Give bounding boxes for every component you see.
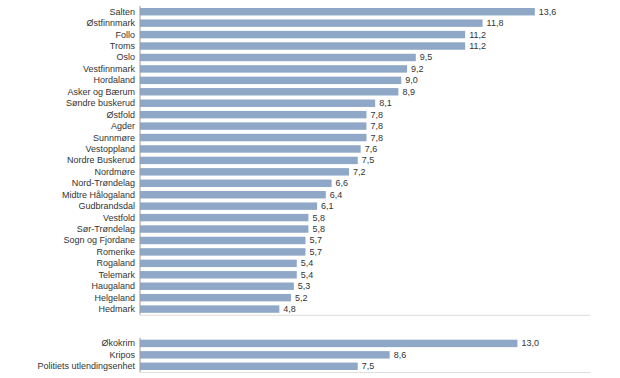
bar: [140, 111, 366, 118]
tick-label: Søndre buskerud: [66, 98, 135, 108]
bar: [140, 77, 401, 84]
tick-label: Rogaland: [96, 258, 135, 268]
bar: [140, 283, 294, 290]
data-label: 5,7: [309, 235, 322, 245]
tick-label: Follo: [115, 30, 135, 40]
tick-label: Helgeland: [94, 293, 135, 303]
tick-label: Politiets utlendingsenhet: [37, 361, 135, 371]
bar: [140, 88, 398, 95]
tick-label: Vestfinnmark: [83, 64, 136, 74]
data-label: 7,5: [362, 361, 375, 371]
data-label: 5,8: [312, 224, 325, 234]
data-label: 11,2: [469, 41, 486, 51]
bar: [140, 8, 535, 15]
data-label: 6,1: [321, 201, 334, 211]
data-label: 4,8: [283, 304, 296, 314]
axis-line: [140, 338, 141, 372]
tick-label: Romerike: [96, 247, 135, 257]
bar: [140, 225, 308, 232]
bar-panel: Salten 13,6 Østfinnmark 11,8 Follo 11,2 Troms 1…: [62, 6, 590, 315]
range-line: [140, 315, 590, 316]
tick-label: Telemark: [98, 270, 135, 280]
data-label: 9,0: [405, 75, 418, 85]
tick-label: Agder: [111, 121, 135, 131]
bar: [140, 134, 366, 141]
tick-label: Asker og Bærum: [67, 87, 135, 97]
bar: [140, 157, 358, 164]
data-label: 7,8: [370, 110, 383, 120]
data-label: 13,0: [521, 338, 539, 348]
data-label: 9,5: [420, 52, 433, 62]
data-label: 11,2: [469, 30, 486, 40]
tick-label: Østfinnmark: [86, 18, 135, 28]
data-label: 11,8: [487, 18, 504, 28]
bar: [140, 168, 349, 175]
data-label: 5,2: [295, 293, 308, 303]
tick-label: Østfold: [106, 110, 135, 120]
tick-label: Vestoppland: [85, 144, 135, 154]
bar: [140, 248, 305, 255]
tick-label: Sunnmøre: [93, 133, 135, 143]
range-line: [140, 372, 590, 373]
bars: [140, 8, 535, 313]
bar: [140, 31, 465, 38]
tick-label: Midtre Hålogaland: [62, 190, 135, 200]
tick-label: Hedmark: [98, 304, 135, 314]
bar: [140, 271, 297, 278]
chart: Salten 13,6 Østfinnmark 11,8 Follo 11,2 Troms 1…: [0, 0, 620, 378]
bar: [140, 191, 326, 198]
tick-label: Nordre Buskerud: [67, 155, 135, 165]
data-label: 5,4: [301, 258, 314, 268]
bar: [140, 100, 375, 107]
tick-label: Sør-Trøndelag: [77, 224, 135, 234]
tick-label: Gudbrandsdal: [78, 201, 135, 211]
tick-label: Troms: [110, 41, 136, 51]
data-label: 8,6: [394, 350, 407, 360]
data-label: 7,5: [362, 155, 375, 165]
bar: [140, 363, 358, 370]
axis-line: [140, 6, 141, 315]
data-label: 6,4: [330, 190, 343, 200]
data-label: 7,2: [353, 167, 366, 177]
tick-label: Kripos: [109, 350, 135, 360]
tick-label: Salten: [109, 7, 135, 17]
data-label: 8,1: [379, 98, 392, 108]
data-label: 13,6: [539, 7, 557, 17]
data-label: 9,2: [411, 64, 424, 74]
bar: [140, 42, 465, 49]
tick-label: Sogn og Fjordane: [63, 235, 135, 245]
tick-label: Hordaland: [93, 75, 135, 85]
data-label: 7,8: [370, 133, 383, 143]
bar: [140, 54, 416, 61]
tick-label: Vestfold: [103, 213, 135, 223]
data-label: 5,8: [312, 213, 325, 223]
data-label: 7,8: [370, 121, 383, 131]
data-label: 5,7: [309, 247, 322, 257]
bar: [140, 237, 305, 244]
data-label: 8,9: [402, 87, 415, 97]
bar: [140, 214, 308, 221]
tick-label: Økokrim: [102, 338, 136, 348]
bar: [140, 19, 483, 26]
bar: [140, 180, 332, 187]
bar: [140, 294, 291, 301]
bar: [140, 122, 366, 129]
data-label: 6,6: [336, 178, 349, 188]
tick-label: Nordmøre: [94, 167, 135, 177]
bar: [140, 260, 297, 267]
data-label: 5,4: [301, 270, 314, 280]
bar: [140, 351, 390, 358]
data-label: 5,3: [298, 281, 311, 291]
data-label: 7,6: [365, 144, 378, 154]
tick-label: Haugaland: [91, 281, 135, 291]
bar: [140, 305, 279, 312]
bar: [140, 65, 407, 72]
bar: [140, 340, 517, 347]
bar-panel: Økokrim 13,0 Kripos 8,6 Politiets utlendings…: [37, 338, 590, 373]
bar: [140, 145, 361, 152]
tick-label: Nord-Trøndelag: [72, 178, 135, 188]
tick-label: Oslo: [116, 52, 135, 62]
bar: [140, 202, 317, 209]
bars: [140, 340, 517, 370]
